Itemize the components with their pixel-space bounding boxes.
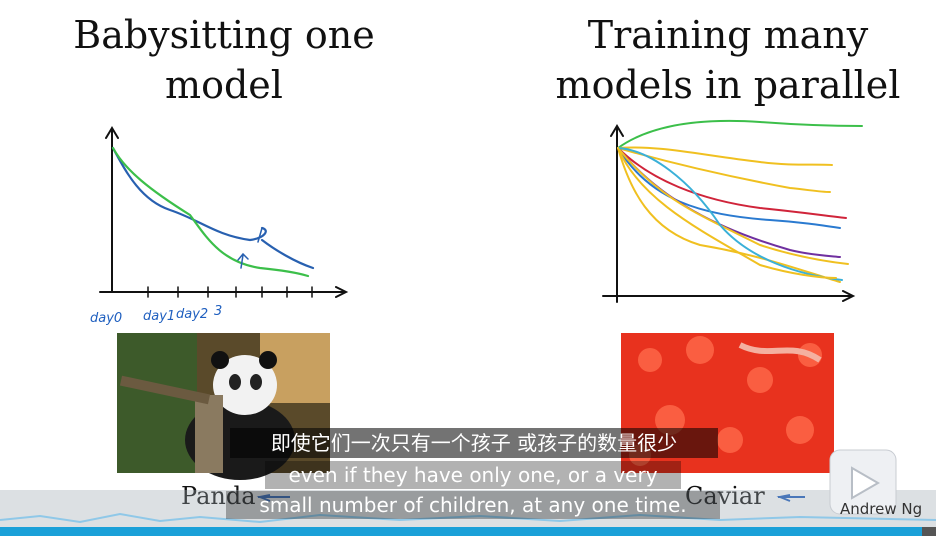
right-title-line: Training many [588, 13, 869, 57]
author: Andrew Ng [840, 500, 922, 518]
left-sketch [99, 126, 349, 298]
left-caption: Panda [181, 482, 256, 510]
progress-fill[interactable] [0, 527, 922, 536]
waveform [0, 512, 936, 524]
caption-arrow [256, 494, 805, 502]
right-caption: Caviar [685, 482, 765, 510]
subtitle-background [226, 491, 720, 519]
axis-note: day0 [90, 311, 122, 326]
subtitle-english: even if they have only one, or a very [288, 463, 657, 487]
right-sketch [602, 119, 863, 303]
subtitle-english: small number of children, at any one tim… [259, 493, 686, 517]
left-title-line: model [165, 63, 283, 107]
left-title-line: Babysitting one [73, 13, 374, 57]
axis-note: day2 [176, 307, 208, 322]
axis-note: 3 [214, 304, 222, 319]
subtitle-chinese: 即使它们一次只有一个孩子 或孩子的数量很少 [271, 431, 677, 455]
subtitle-background [230, 428, 718, 458]
play-button[interactable] [829, 449, 897, 515]
subtitle-background [265, 461, 681, 489]
axis-note: day1 [143, 309, 175, 324]
right-title-line: models in parallel [556, 63, 901, 107]
